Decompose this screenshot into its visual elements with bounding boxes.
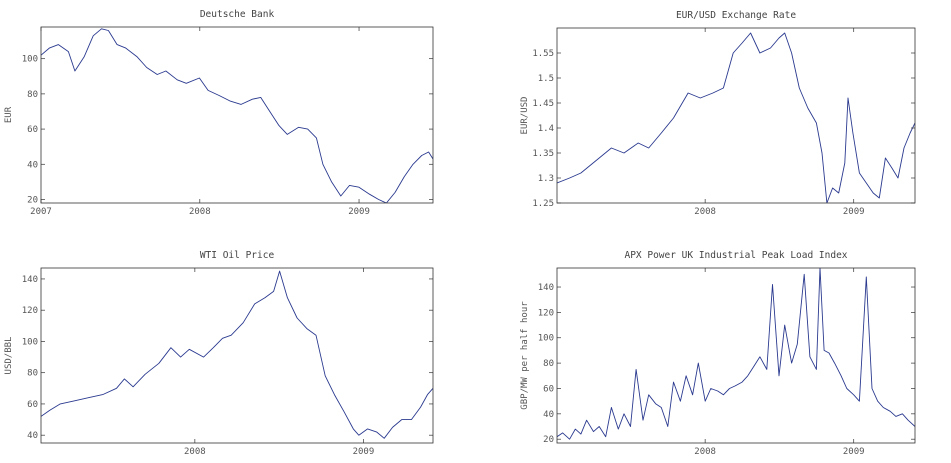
plot-frame: [40, 26, 434, 204]
y-tick-label: 120: [22, 306, 38, 316]
y-tick-label: 1.5: [538, 74, 554, 84]
y-tick-label: 1.55: [532, 49, 554, 59]
chart-title: Deutsche Bank: [200, 9, 275, 20]
x-tick-label: 2009: [348, 207, 370, 217]
x-tick-label: 2009: [843, 447, 865, 457]
y-tick-label: 140: [22, 275, 38, 285]
plot-frame: [556, 27, 916, 204]
y-tick-label: 40: [27, 160, 38, 170]
y-tick-label: 100: [22, 337, 38, 347]
x-tick-label: 2007: [30, 207, 52, 217]
y-tick-label: 1.35: [532, 149, 554, 159]
y-axis-label: USD/BBL: [4, 337, 14, 375]
plot-frame: [556, 267, 916, 444]
chart-panel-2: EUR/USD Exchange Rate EUR/USD 1.25 1.3 1.35 1…: [520, 10, 916, 217]
series-line-1: [41, 270, 433, 439]
y-tick-label: 40: [543, 410, 554, 420]
y-tick-label: 60: [27, 400, 38, 410]
chart-panel-1: Deutsche Bank EUR 20 40 60 80 100 2007 2008 2009: [4, 9, 434, 217]
y-tick-label: 20: [543, 435, 554, 445]
chart-panel-4: APX Power UK Industrial Peak Load Index G…: [520, 250, 916, 457]
y-tick-label: 80: [543, 359, 554, 369]
chart-title: EUR/USD Exchange Rate: [676, 10, 796, 21]
y-tick-label: 1.3: [538, 174, 554, 184]
series-line-1: [41, 28, 433, 203]
y-tick-label: 120: [538, 308, 554, 318]
y-axis-label: GBP/MW per half hour: [520, 301, 530, 410]
y-tick-label: 40: [27, 431, 38, 441]
series-line-1: [557, 268, 915, 440]
y-tick-label: 80: [27, 90, 38, 100]
x-tick-label: 2009: [843, 207, 865, 217]
y-tick-label: 1.45: [532, 99, 554, 109]
y-tick-label: 100: [538, 334, 554, 344]
x-tick-label: 2008: [184, 447, 206, 457]
plot-frame: [40, 267, 434, 444]
chart-title: APX Power UK Industrial Peak Load Index: [624, 250, 847, 261]
y-tick-label: 100: [22, 55, 38, 65]
chart-panel-3: WTI Oil Price USD/BBL 40 60 80 100 120 140 2008 2…: [4, 250, 434, 457]
y-tick-label: 60: [27, 125, 38, 135]
x-tick-label: 2008: [694, 447, 716, 457]
series-line-1: [557, 32, 915, 203]
y-tick-label: 80: [27, 369, 38, 379]
y-tick-label: 1.25: [532, 199, 554, 209]
x-tick-label: 2009: [353, 447, 375, 457]
y-axis-label: EUR/USD: [520, 97, 530, 135]
y-tick-label: 60: [543, 384, 554, 394]
x-tick-label: 2008: [694, 207, 716, 217]
x-tick-label: 2008: [189, 207, 211, 217]
chart-title: WTI Oil Price: [200, 250, 275, 261]
y-tick-label: 1.4: [538, 124, 554, 134]
y-tick-label: 20: [27, 195, 38, 205]
y-tick-label: 140: [538, 283, 554, 293]
y-axis-label: EUR: [4, 106, 14, 123]
